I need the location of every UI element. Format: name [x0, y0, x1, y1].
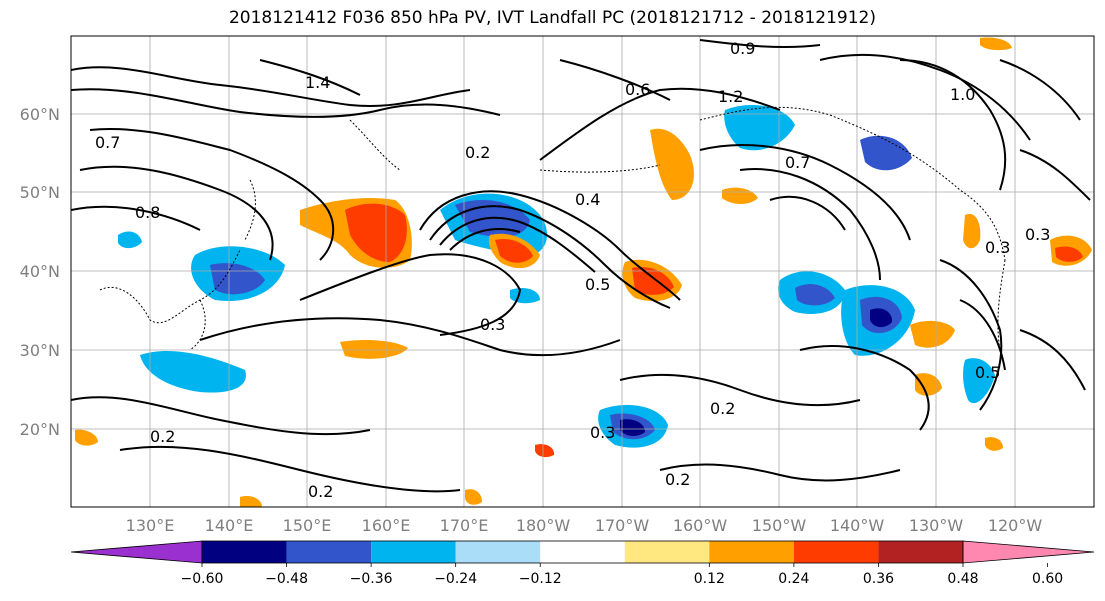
contour-label: 0.5: [585, 275, 610, 294]
lon-label: 160°E: [362, 516, 411, 535]
neg-anomaly-patch: [620, 419, 645, 436]
lon-label: 130°W: [909, 516, 964, 535]
neg-anomaly-patch: [963, 358, 995, 404]
lat-label: 20°N: [20, 420, 60, 439]
lon-label: 140°E: [205, 516, 254, 535]
pos-anomaly-patch: [963, 213, 981, 249]
colorbar-segment: [878, 541, 963, 563]
lon-label: 150°E: [283, 516, 332, 535]
colorbar: −0.60 −0.48 −0.36 −0.24 −0.12 0.12 0.24 0.36 0.4…: [70, 540, 1095, 587]
lon-label: 150°W: [752, 516, 807, 535]
contour-label: 1.4: [305, 73, 330, 92]
coastlines: [99, 106, 1006, 351]
lat-label: 30°N: [20, 341, 60, 360]
pos-anomaly-patch: [535, 444, 555, 458]
contour-label: 0.8: [135, 203, 160, 222]
neg-anomaly-patch: [795, 284, 835, 306]
contour-label: 0.3: [985, 238, 1010, 257]
neg-anomaly-patch: [140, 350, 246, 393]
lon-label: 170°W: [595, 516, 650, 535]
colorbar-extend-high: [962, 540, 1095, 564]
pos-anomaly-patch: [915, 373, 942, 396]
colorbar-tick-label: −0.24: [434, 571, 477, 587]
lon-label: 140°W: [830, 516, 885, 535]
contour-label: 0.3: [590, 423, 615, 442]
colorbar-tick-label: −0.12: [519, 571, 562, 587]
colorbar-segment: [371, 541, 456, 563]
lon-label: 170°E: [440, 516, 489, 535]
lon-label: 130°E: [126, 516, 175, 535]
neg-anomaly-patch: [118, 231, 142, 249]
contour-label: 0.6: [625, 80, 650, 99]
contour-label: 0.5: [975, 363, 1000, 382]
lat-labels: 60°N 50°N 40°N 30°N 20°N: [20, 105, 60, 439]
colorbar-extend-low: [70, 540, 203, 564]
colorbar-outline: [201, 540, 964, 564]
colorbar-segment: [793, 541, 879, 563]
neg-anomaly-patch: [724, 105, 795, 151]
colorbar-tick-label: −0.48: [265, 571, 308, 587]
contour-label: 0.2: [465, 143, 490, 162]
lon-label: 180°W: [516, 516, 571, 535]
colorbar-tick-label: −0.60: [181, 571, 224, 587]
colorbar-tick-label: −0.36: [350, 571, 393, 587]
colorbar-tick-label: 0.24: [778, 571, 809, 587]
contour-labels: 0.2 0.3 0.4 0.5 0.7 0.8 1.2 1.4 0.6 0.9 …: [95, 39, 1050, 501]
graticule: [71, 36, 1094, 507]
colorbar-tick-label: 0.60: [1032, 571, 1063, 587]
lat-label: 40°N: [20, 262, 60, 281]
contour-label: 0.4: [575, 190, 600, 209]
pos-anomaly-patch: [240, 496, 262, 507]
pos-anomaly-patch: [980, 37, 1012, 51]
contour-label: 0.2: [150, 427, 175, 446]
pos-anomaly-patch: [345, 203, 407, 262]
map-title: 2018121412 F036 850 hPa PV, IVT Landfall…: [228, 8, 876, 28]
contour-label: 1.2: [718, 87, 743, 106]
contour-label: 0.3: [1025, 225, 1050, 244]
colorbar-segment: [455, 541, 541, 563]
colorbar-segment: [540, 541, 625, 563]
pos-anomaly-patch: [340, 340, 408, 359]
lon-label: 160°W: [673, 516, 728, 535]
lat-label: 60°N: [20, 105, 60, 124]
lon-labels: 130°E 140°E 150°E 160°E 170°E 180°W 170°…: [126, 516, 1043, 535]
neg-anomaly-patch: [870, 308, 893, 328]
contour-label: 0.2: [710, 399, 735, 418]
contour-label: 0.2: [308, 482, 333, 501]
contour-label: 0.7: [785, 153, 810, 172]
lon-label: 120°W: [988, 516, 1043, 535]
contour-label: 0.7: [95, 133, 120, 152]
colorbar-tick-label: 0.36: [863, 571, 894, 587]
colorbar-segment: [286, 541, 372, 563]
contour-label: 0.9: [730, 39, 755, 58]
pos-anomaly-patch: [465, 489, 482, 505]
pos-anomaly-patch: [632, 266, 674, 295]
pos-anomaly-patch: [75, 429, 98, 446]
neg-anomaly-patch: [860, 135, 912, 171]
contour-label: 1.0: [950, 85, 975, 104]
colorbar-segment: [202, 541, 287, 563]
contour-label: 0.2: [665, 470, 690, 489]
map-frame: [70, 35, 1095, 508]
pos-anomaly-patch: [650, 128, 694, 200]
pos-anomaly-patch: [985, 437, 1003, 451]
lat-label: 50°N: [20, 183, 60, 202]
pos-anomaly-patch: [1055, 246, 1083, 262]
contour-label: 0.3: [480, 315, 505, 334]
contours: [71, 39, 1091, 493]
colorbar-segment: [709, 541, 794, 563]
colorbar-tick-label: 0.48: [947, 571, 978, 587]
pos-anomaly-patch: [495, 238, 533, 263]
colorbar-tick-label: 0.12: [694, 571, 725, 587]
colorbar-segment: [624, 541, 710, 563]
pos-anomaly-patch: [910, 320, 955, 348]
positive-shading: [75, 37, 1092, 507]
